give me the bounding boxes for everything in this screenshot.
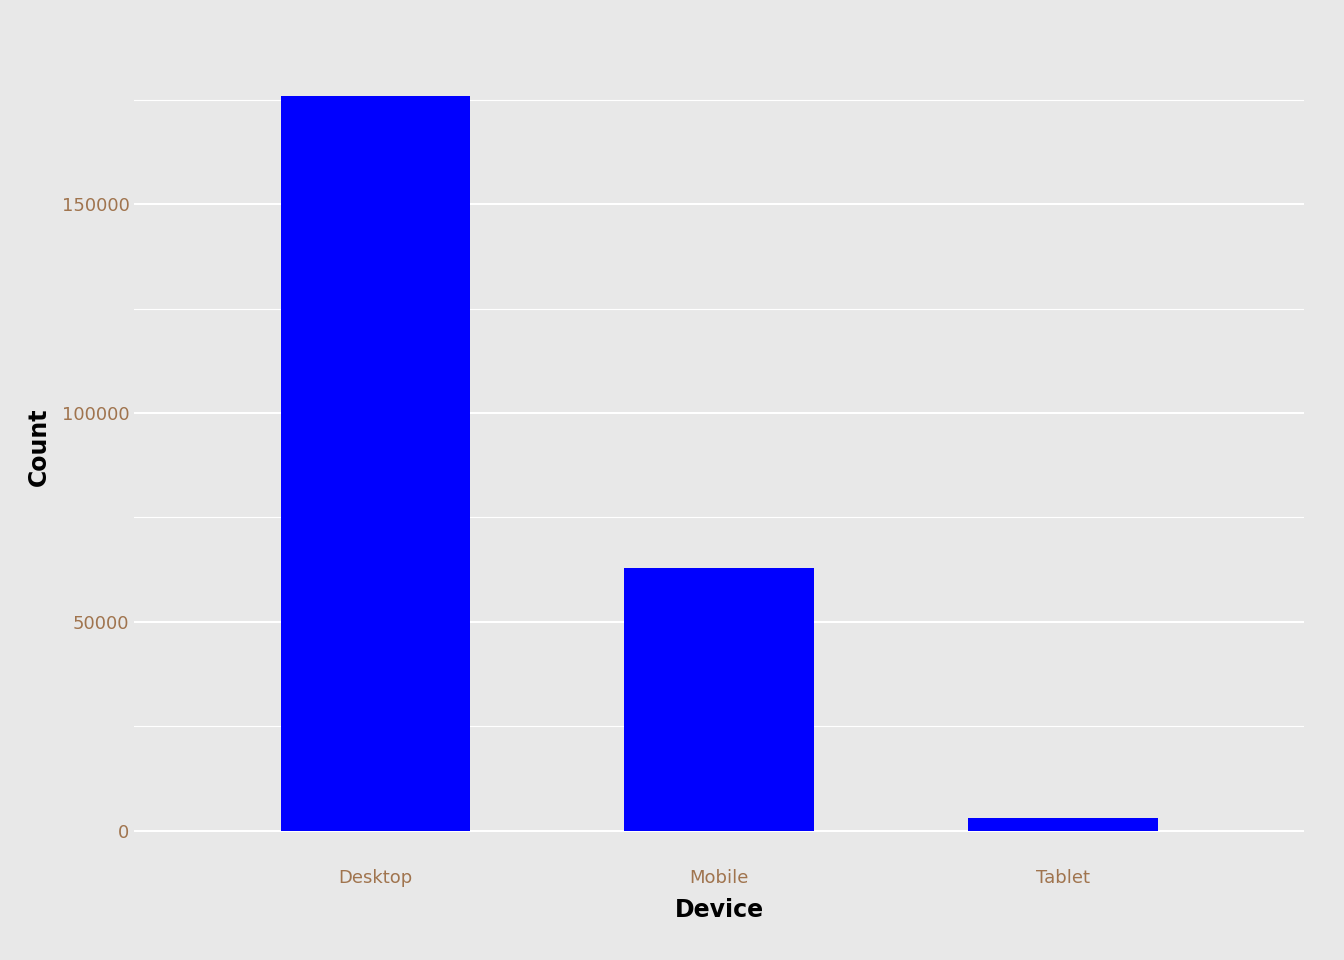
Bar xyxy=(625,567,813,830)
Y-axis label: Count: Count xyxy=(27,407,51,486)
X-axis label: Device: Device xyxy=(675,898,763,922)
Bar xyxy=(281,96,469,830)
Bar xyxy=(969,818,1157,830)
